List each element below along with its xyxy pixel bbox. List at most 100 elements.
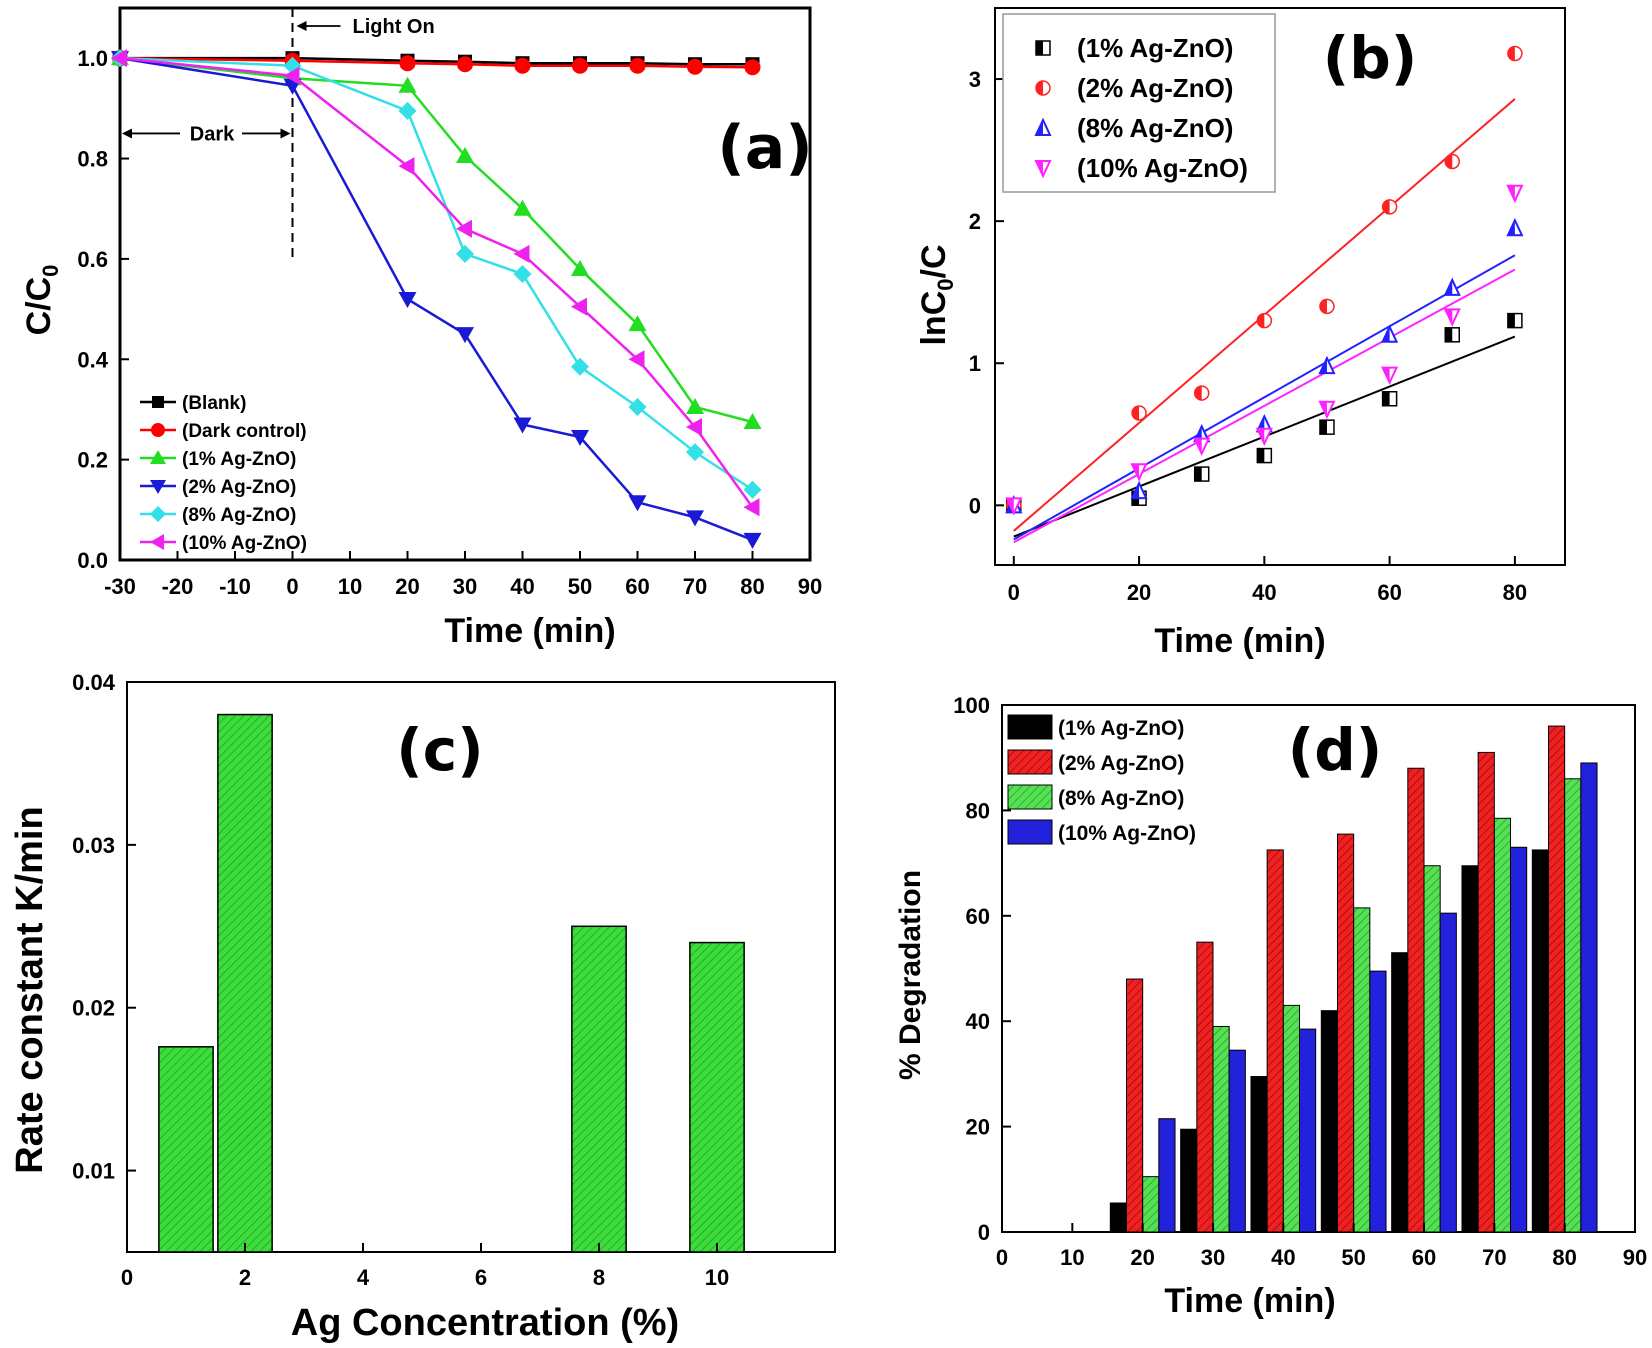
panel-c-xtick-label: 10 xyxy=(705,1265,729,1290)
panel-b-point-fill xyxy=(1319,358,1327,374)
panel-c-ylabel: Rate constant K/min xyxy=(9,806,51,1173)
panel-d-xtick-label: 20 xyxy=(1130,1245,1154,1270)
panel-b-point-fill xyxy=(1507,220,1515,236)
panel-a-point xyxy=(513,264,532,283)
panel-d-bar xyxy=(1564,778,1582,1233)
panel-a-ytick-label: 0.0 xyxy=(77,548,108,573)
panel-c-bar xyxy=(158,1046,214,1253)
panel-b-point xyxy=(1193,466,1210,482)
panel-a-light-on-arrowhead xyxy=(296,21,307,31)
panel-a-point xyxy=(686,510,704,527)
panel-b-point-fill xyxy=(1382,391,1390,406)
panel-a-dark-arrowhead-right xyxy=(280,128,291,139)
panel-d-ytick-label: 20 xyxy=(966,1115,990,1140)
panel-d-bar xyxy=(1461,865,1479,1233)
panel-d-bar xyxy=(1320,1010,1338,1233)
panel-c-ytick-label: 0.03 xyxy=(72,833,115,858)
panel-b-point-fill xyxy=(1445,309,1453,325)
panel-d-ytick-label: 40 xyxy=(966,1009,990,1034)
panel-a-legend-label: (2% Ag-ZnO) xyxy=(182,477,296,498)
panel-a-point xyxy=(571,297,587,316)
panel-b: 0 20 40 60 80 0 1 2 3 (1% Ag-ZnO) (2% Ag-ZnO) (8% A… xyxy=(915,7,1566,660)
panel-a-legend-marker xyxy=(150,506,166,522)
panel-b-legend-marker xyxy=(1034,160,1052,179)
panel-d-legend-swatch xyxy=(1007,714,1053,740)
panel-d: 0 10 20 30 40 50 60 70 80 90 0 20 40 60 80 100 (1% Ag-Zn… xyxy=(894,693,1647,1320)
panel-b-ytick-label: 1 xyxy=(969,351,981,376)
panel-a-ytick-label: 1.0 xyxy=(77,46,108,71)
panel-b-point xyxy=(1381,366,1399,385)
panel-a-point xyxy=(628,495,647,512)
panel-b-point xyxy=(1381,391,1398,407)
panel-b-point xyxy=(1507,45,1523,62)
panel-d-bar xyxy=(1407,767,1425,1233)
panel-d-bar xyxy=(1180,1128,1198,1233)
panel-a-point xyxy=(456,219,472,238)
panel-a-point xyxy=(456,244,474,263)
panel-a-point xyxy=(456,147,474,164)
panel-a-legend-label: (Blank) xyxy=(182,393,246,414)
panel-b-legend-label: (8% Ag-ZnO) xyxy=(1077,113,1233,143)
panel-c-label: (c) xyxy=(396,716,483,784)
panel-b-ylabel-sub: 0 xyxy=(933,278,958,290)
panel-d-xtick-label: 10 xyxy=(1060,1245,1084,1270)
panel-c: 0 2 4 6 8 10 0.01 0.02 0.03 0.04 (c) Ag Concentra… xyxy=(9,670,836,1344)
panel-a-ytick-label: 0.2 xyxy=(77,448,108,473)
panel-b-point-fill xyxy=(1445,327,1453,342)
panel-a-ytick-label: 0.4 xyxy=(77,347,108,372)
panel-a-point xyxy=(686,443,704,462)
panel-b-point xyxy=(1506,184,1524,204)
panel-a-point xyxy=(628,397,647,416)
panel-c-xtick-label: 2 xyxy=(239,1265,251,1290)
panel-d-xtick-label: 0 xyxy=(996,1245,1008,1270)
panel-a-xtick-label: 10 xyxy=(338,574,362,599)
panel-d-bar xyxy=(1353,907,1371,1233)
panel-d-xlabel: Time (min) xyxy=(1164,1282,1335,1320)
panel-b-point xyxy=(1319,419,1335,435)
panel-a-point xyxy=(457,56,473,73)
panel-a-ytick-label: 0.6 xyxy=(77,247,108,272)
panel-a-xtick-label: 20 xyxy=(395,574,419,599)
panel-a-legend-label: (1% Ag-ZnO) xyxy=(182,449,296,470)
panel-b-legend-label: (10% Ag-ZnO) xyxy=(1077,153,1248,183)
panel-b-plot-area: 0 20 40 60 80 0 1 2 3 (1% Ag-ZnO) (2% Ag-ZnO) (8% A… xyxy=(969,7,1566,605)
panel-a-point xyxy=(111,49,127,68)
panel-b-xtick-label: 0 xyxy=(1008,580,1020,605)
panel-b-legend-marker xyxy=(1034,117,1052,136)
panel-b-xtick-label: 20 xyxy=(1127,580,1151,605)
panel-b-frame xyxy=(994,7,1566,566)
panel-b-point-fill xyxy=(1319,401,1327,417)
panel-a-point xyxy=(456,327,474,344)
panel-b-legend-marker xyxy=(1035,80,1051,96)
panel-a-xtick-label: 60 xyxy=(625,574,649,599)
panel-a-point xyxy=(629,57,646,74)
panel-c-xtick-label: 0 xyxy=(121,1265,133,1290)
panel-d-bar xyxy=(1299,1028,1317,1233)
panel-d-bar xyxy=(1109,1202,1127,1233)
panel-a-xlabel: Time (min) xyxy=(444,612,615,650)
panel-b-point xyxy=(1130,480,1148,500)
panel-d-legend-label: (1% Ag-ZnO) xyxy=(1058,717,1184,740)
panel-b-point-fill xyxy=(1194,467,1202,482)
panel-a-legend-label: (10% Ag-ZnO) xyxy=(182,533,307,554)
panel-a-legend-marker xyxy=(151,423,165,437)
panel-b-point-fill xyxy=(1257,416,1265,432)
panel-d-bar xyxy=(1212,1025,1230,1233)
panel-a-point xyxy=(398,292,417,309)
panel-a-xtick-label: 70 xyxy=(683,574,707,599)
panel-d-xtick-label: 70 xyxy=(1482,1245,1506,1270)
panel-b-point-fill xyxy=(1132,464,1140,480)
panel-d-bar xyxy=(1439,912,1457,1233)
panel-a-xtick-label: 80 xyxy=(740,574,764,599)
panel-b-point-fill xyxy=(1382,199,1390,214)
panel-b-point-fill xyxy=(1257,313,1265,328)
panel-d-xtick-label: 50 xyxy=(1341,1245,1365,1270)
panel-b-point xyxy=(1256,447,1273,464)
panel-a-xtick-label: 30 xyxy=(453,574,477,599)
panel-d-bar xyxy=(1142,1176,1160,1233)
panel-b-legend-marker-fill xyxy=(1036,120,1043,135)
panel-a-point xyxy=(283,66,300,85)
panel-a-xtick-label: -10 xyxy=(219,574,251,599)
panel-d-legend-swatch xyxy=(1007,819,1053,845)
panel-d-legend-swatch xyxy=(1007,749,1053,775)
